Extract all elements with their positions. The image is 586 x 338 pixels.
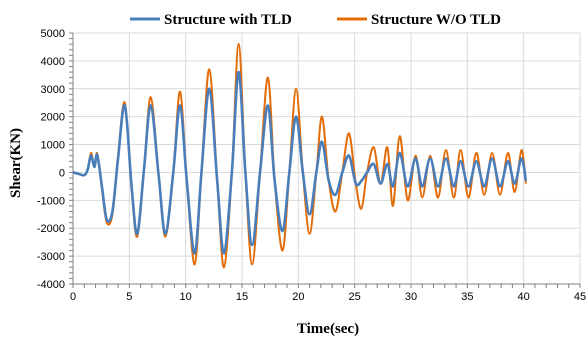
x-tick-label: 10 xyxy=(180,291,192,303)
y-tick-labels: -4000 -3000 -2000 -1000 0 1000 2000 3000 4000 500… xyxy=(37,28,65,291)
y-tick-label: 3000 xyxy=(41,84,65,96)
y-tick-label: 2000 xyxy=(41,112,65,124)
y-tick-label: -4000 xyxy=(37,279,65,291)
x-tick-labels: 0 5 10 15 20 25 30 35 40 45 xyxy=(70,291,586,303)
y-axis-title: Shear(KN) xyxy=(8,128,24,198)
x-tick-label: 30 xyxy=(405,291,417,303)
x-tick-label: 35 xyxy=(461,291,473,303)
y-tick-label: 4000 xyxy=(41,56,65,68)
y-tick-label: 1000 xyxy=(41,140,65,152)
y-tick-label: -2000 xyxy=(37,223,65,235)
series-line-structure-with-tld xyxy=(72,70,528,255)
y-tick-label: 0 xyxy=(59,167,65,179)
x-tick-label: 45 xyxy=(574,291,586,303)
y-tick-label: 5000 xyxy=(41,28,65,40)
legend: Structure with TLD Structure W/O TLD xyxy=(130,12,501,28)
axes xyxy=(69,32,581,288)
x-tick-label: 20 xyxy=(292,291,304,303)
legend-label-structure-with-tld: Structure with TLD xyxy=(164,12,292,28)
x-tick-label: 40 xyxy=(518,291,530,303)
x-tick-label: 15 xyxy=(236,291,248,303)
y-tick-label: -1000 xyxy=(37,195,65,207)
legend-label-structure-wo-tld: Structure W/O TLD xyxy=(371,12,501,28)
x-tick-label: 25 xyxy=(349,291,361,303)
series-layer xyxy=(72,43,528,269)
x-tick-label: 0 xyxy=(70,291,76,303)
series-line-structure-wo-tld xyxy=(72,43,527,269)
x-tick-label: 5 xyxy=(126,291,132,303)
x-axis-title: Time(sec) xyxy=(297,321,359,337)
y-tick-label: -3000 xyxy=(37,251,65,263)
